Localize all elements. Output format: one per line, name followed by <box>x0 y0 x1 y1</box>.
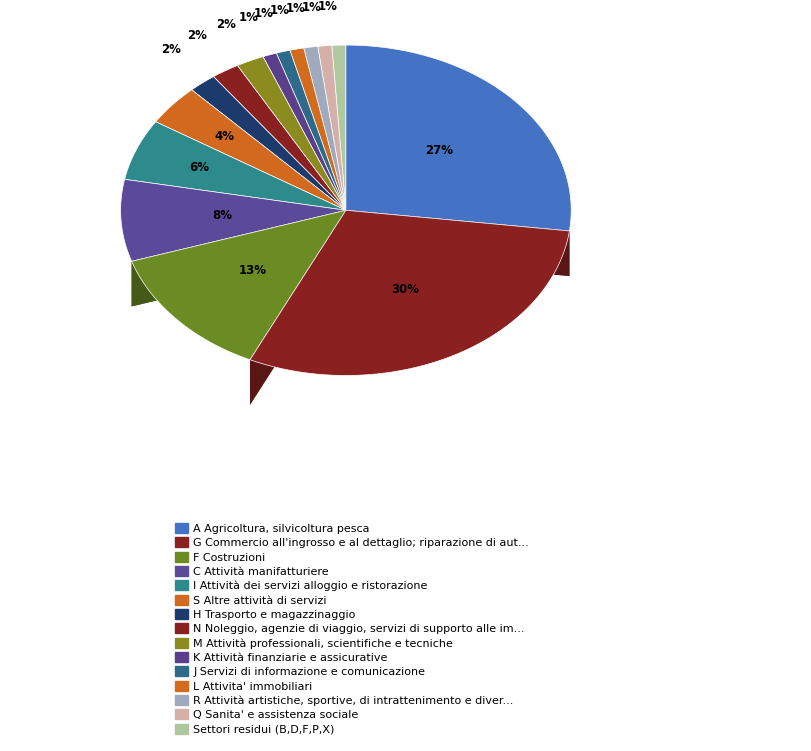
Polygon shape <box>131 210 345 306</box>
Text: 13%: 13% <box>238 264 267 277</box>
Polygon shape <box>124 122 345 210</box>
Polygon shape <box>317 45 345 210</box>
Polygon shape <box>345 210 569 276</box>
Polygon shape <box>131 210 345 306</box>
Legend: A Agricoltura, silvicoltura pesca, G Commercio all'ingrosso e al dettaglio; ripa: A Agricoltura, silvicoltura pesca, G Com… <box>171 520 532 738</box>
Polygon shape <box>290 48 345 210</box>
Text: 27%: 27% <box>424 143 453 157</box>
Polygon shape <box>263 53 345 210</box>
Text: 1%: 1% <box>269 5 289 17</box>
Polygon shape <box>250 210 345 405</box>
Polygon shape <box>345 45 570 231</box>
Text: 2%: 2% <box>216 18 235 31</box>
Text: 4%: 4% <box>214 130 234 143</box>
Text: 30%: 30% <box>391 283 419 297</box>
Polygon shape <box>345 210 569 276</box>
Polygon shape <box>250 210 345 405</box>
Text: 1%: 1% <box>238 11 258 24</box>
Polygon shape <box>131 210 345 360</box>
Text: 8%: 8% <box>212 210 232 222</box>
Text: 1%: 1% <box>285 2 305 15</box>
Text: 2%: 2% <box>187 29 207 42</box>
Polygon shape <box>237 56 345 210</box>
Polygon shape <box>121 179 345 261</box>
Polygon shape <box>303 47 345 210</box>
Polygon shape <box>276 50 345 210</box>
Polygon shape <box>332 45 345 210</box>
Text: 2%: 2% <box>161 44 181 56</box>
Polygon shape <box>213 65 345 210</box>
Polygon shape <box>156 90 345 210</box>
Text: 1%: 1% <box>254 8 273 20</box>
Polygon shape <box>191 77 345 210</box>
Text: 1%: 1% <box>318 0 337 13</box>
Polygon shape <box>250 210 569 376</box>
Text: 1%: 1% <box>302 1 321 14</box>
Text: 6%: 6% <box>189 161 209 174</box>
